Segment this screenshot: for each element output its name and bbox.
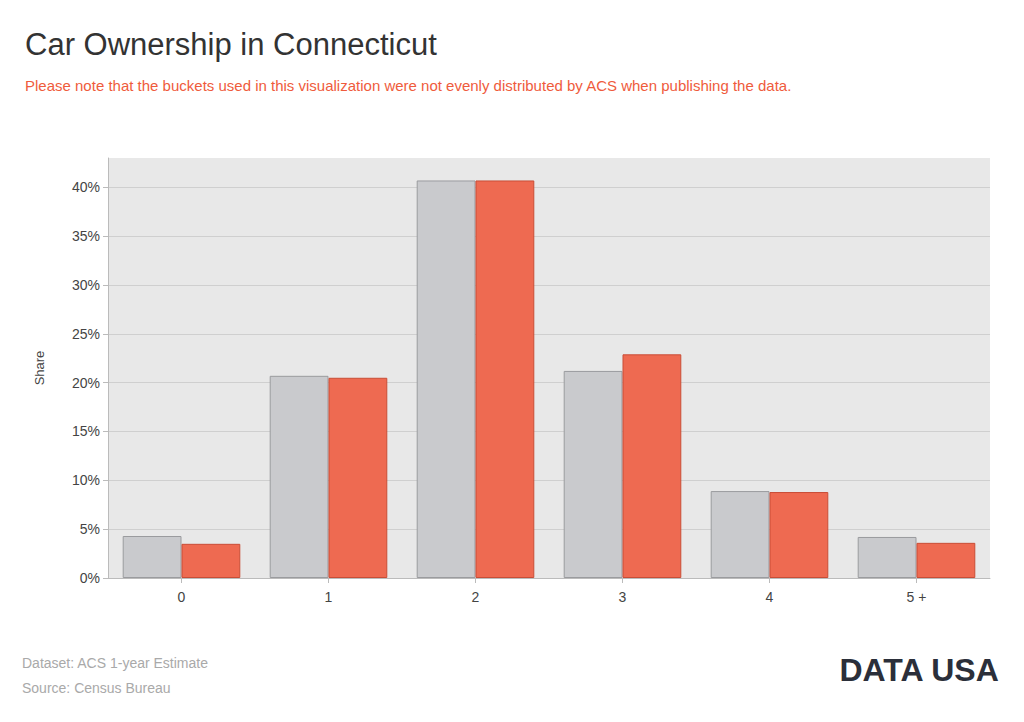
- svg-text:15%: 15%: [72, 423, 100, 439]
- svg-text:40%: 40%: [72, 179, 100, 195]
- svg-text:Dataset: ACS 1-year Estimate: Dataset: ACS 1-year Estimate: [22, 655, 208, 671]
- svg-text:DATA USA: DATA USA: [839, 652, 998, 688]
- svg-text:2: 2: [472, 589, 480, 605]
- svg-text:Please note that the buckets u: Please note that the buckets used in thi…: [25, 77, 791, 94]
- svg-text:Source: Census Bureau: Source: Census Bureau: [22, 680, 171, 696]
- svg-text:Share: Share: [32, 351, 47, 386]
- svg-text:Car Ownership in Connecticut: Car Ownership in Connecticut: [25, 27, 437, 62]
- svg-text:35%: 35%: [72, 228, 100, 244]
- svg-text:1: 1: [325, 589, 333, 605]
- svg-text:0%: 0%: [80, 570, 100, 586]
- svg-text:20%: 20%: [72, 375, 100, 391]
- svg-text:5 +: 5 +: [907, 589, 927, 605]
- svg-text:4: 4: [766, 589, 774, 605]
- svg-text:10%: 10%: [72, 472, 100, 488]
- svg-text:0: 0: [178, 589, 186, 605]
- svg-text:3: 3: [619, 589, 627, 605]
- svg-text:30%: 30%: [72, 277, 100, 293]
- svg-text:5%: 5%: [80, 521, 100, 537]
- svg-text:25%: 25%: [72, 326, 100, 342]
